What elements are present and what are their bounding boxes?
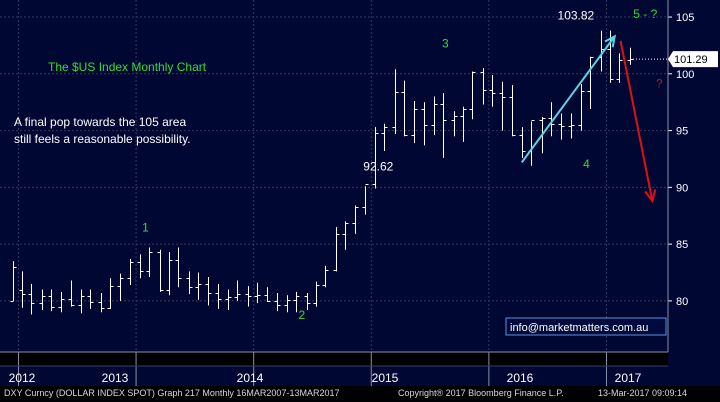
annotation-line: still feels a reasonable possibility.: [14, 132, 191, 146]
ohlc-bar: [205, 277, 212, 306]
wave-label: 2: [299, 308, 306, 322]
ohlc-bar: [352, 205, 359, 234]
wave-label: 3: [442, 37, 449, 51]
ohlc-bar: [10, 261, 17, 302]
ohlc-bar: [451, 111, 458, 137]
footer-timestamp: 13-Mar-2017 09:09:14: [598, 388, 688, 398]
ohlc-bar: [175, 247, 182, 288]
wave-label: ?: [656, 76, 663, 90]
ohlc-bar: [146, 247, 153, 278]
ohlc-bar: [107, 278, 114, 309]
ohlc-bar: [78, 289, 85, 314]
ohlc-bar: [274, 292, 281, 312]
x-year-label: 2012: [9, 371, 36, 385]
red-arrowhead: [644, 189, 657, 204]
wave-label: 1: [142, 221, 149, 235]
ohlc-bar: [568, 113, 575, 139]
watermark-box: [505, 317, 667, 336]
ohlc-bar: [225, 289, 232, 310]
ohlc-bar: [215, 283, 222, 309]
footer-copyright: Copyright® 2017 Bloomberg Finance L.P.: [398, 388, 564, 398]
ohlc-bar: [293, 291, 300, 313]
ohlc-bar: [509, 85, 516, 137]
ohlc-bar: [186, 271, 193, 295]
ohlc-bar: [421, 102, 428, 146]
last-price-tag: [668, 51, 718, 68]
wave-label: 5 - ?: [633, 7, 657, 21]
x-year-label: 2015: [372, 371, 399, 385]
x-year-label: 2017: [615, 371, 642, 385]
plot-area: [0, 0, 668, 352]
ohlc-bar: [19, 271, 26, 308]
ohlc-bar: [401, 80, 408, 137]
y-tick-label: 95: [676, 126, 688, 138]
annotation-line: A final pop towards the 105 area: [14, 115, 186, 129]
ohlc-bar: [137, 254, 144, 279]
ohlc-bar: [499, 81, 506, 131]
ohlc-bar: [381, 123, 388, 152]
y-tick-label: 105: [676, 12, 694, 24]
ohlc-bar: [431, 96, 438, 136]
ohlc-bar: [313, 281, 320, 307]
x-year-label: 2016: [507, 371, 534, 385]
ohlc-bar: [195, 272, 202, 300]
ohlc-bar: [98, 292, 105, 313]
cyan-arrowhead: [604, 34, 617, 48]
ohlc-bar: [392, 69, 399, 134]
ohlc-bar: [616, 53, 623, 83]
value-label: 103.82: [558, 8, 595, 22]
ohlc-bar: [264, 287, 271, 303]
ohlc-bar: [362, 184, 369, 215]
y-tick-label: 100: [676, 69, 694, 81]
cyan-trend-arrow: [520, 35, 616, 163]
ohlc-bar: [342, 221, 349, 250]
ohlc-bar: [117, 273, 124, 301]
ohlc-bar: [372, 127, 379, 189]
ohlc-bar: [469, 71, 476, 120]
ohlc-bar: [58, 291, 65, 313]
ohlc-bar: [87, 289, 94, 309]
ohlc-bar: [519, 127, 526, 158]
ohlc-bar: [548, 102, 555, 137]
ohlc-bar: [166, 252, 173, 296]
bloomberg-footer: DXY Curncy (DOLLAR INDEX SPOT) Graph 217…: [0, 386, 720, 402]
value-label: 92.62: [363, 159, 393, 173]
ohlc-bar: [587, 56, 594, 110]
ohlc-bar: [333, 227, 340, 272]
ohlc-bar: [440, 93, 447, 158]
ohlc-bar: [68, 280, 75, 307]
chart-title: The $US Index Monthly Chart: [48, 60, 207, 74]
ohlc-bar: [558, 113, 565, 140]
ohlc-bar: [39, 289, 46, 310]
ohlc-bar: [234, 280, 241, 301]
x-axis-panel: [0, 366, 668, 386]
y-tick-label: 90: [676, 182, 688, 194]
wave-label: 4: [583, 157, 590, 171]
ohlc-bar: [411, 101, 418, 144]
x-year-label: 2014: [237, 371, 264, 385]
ohlc-bar: [28, 283, 35, 315]
y-tick-label: 80: [676, 296, 688, 308]
ohlc-bar: [460, 106, 467, 142]
ohlc-bar: [48, 289, 55, 312]
ohlc-bar: [578, 84, 585, 131]
ohlc-bar: [480, 68, 487, 105]
y-tick-label: 85: [676, 239, 688, 251]
ohlc-bar: [284, 295, 291, 313]
ohlc-bar: [304, 292, 311, 310]
last-price-label: 101.29: [674, 54, 708, 66]
ohlc-bar: [489, 74, 496, 107]
ohlc-bar: [157, 249, 164, 292]
ohlc-bar: [322, 265, 329, 288]
ohlc-bar: [127, 258, 134, 286]
footer-security-info: DXY Curncy (DOLLAR INDEX SPOT) Graph 217…: [4, 388, 340, 398]
watermark-text: info@marketmatters.com.au: [510, 322, 648, 334]
x-year-label: 2013: [102, 371, 129, 385]
red-projection-arrow: [619, 40, 654, 202]
ohlc-bar: [254, 282, 261, 304]
ohlc-bar: [245, 286, 252, 307]
